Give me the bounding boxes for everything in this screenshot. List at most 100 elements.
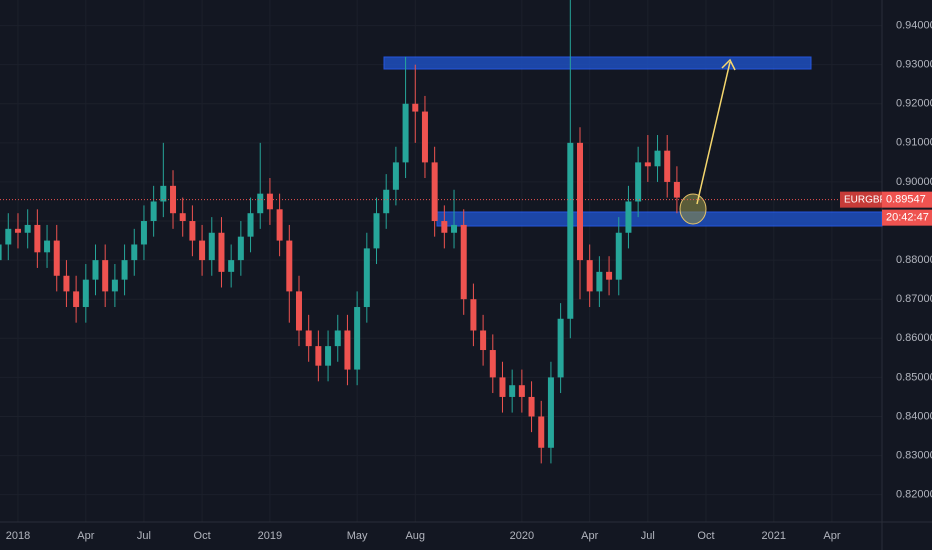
y-tick-label: 0.90000 <box>896 176 932 188</box>
candle-body <box>315 346 322 366</box>
x-tick-label: Jul <box>137 530 151 542</box>
x-tick-label: Oct <box>194 530 211 542</box>
candle-body <box>92 260 99 280</box>
candle-body <box>538 416 545 448</box>
candle-body <box>412 103 419 112</box>
candle-body <box>509 385 516 397</box>
candle-body <box>344 330 351 370</box>
candle-body <box>363 248 370 308</box>
candle-body <box>0 244 2 261</box>
x-tick-label: Oct <box>697 530 714 542</box>
candle-body <box>325 346 332 366</box>
y-tick-label: 0.85000 <box>896 371 932 383</box>
x-tick-label: Apr <box>77 530 94 542</box>
candle-body <box>373 213 380 249</box>
candle-body <box>354 307 361 370</box>
x-tick-label: Jul <box>641 530 655 542</box>
y-tick-label: 0.94000 <box>896 19 932 31</box>
candle-body <box>63 275 70 292</box>
candle-body <box>431 162 438 222</box>
candle-body <box>276 209 283 241</box>
last-price-label: 0.89547 <box>886 194 926 206</box>
candle-body <box>586 260 593 292</box>
x-tick-label: 2021 <box>762 530 786 542</box>
candle-body <box>441 221 448 233</box>
x-tick-label: 2020 <box>510 530 534 542</box>
candle-body <box>150 201 157 222</box>
y-tick-label: 0.88000 <box>896 254 932 266</box>
y-tick-label: 0.84000 <box>896 410 932 422</box>
candle-body <box>5 228 12 245</box>
candle-body <box>131 244 138 261</box>
candle-body <box>14 228 21 233</box>
candle-body <box>567 142 574 319</box>
candle-body <box>635 162 642 202</box>
candle-body <box>237 236 244 261</box>
candle-body <box>199 240 206 261</box>
candle-body <box>334 330 341 347</box>
candle-body <box>460 224 467 300</box>
candle-body <box>140 221 147 245</box>
candle-body <box>73 291 80 308</box>
candle-body <box>53 240 60 276</box>
candle-body <box>305 330 312 347</box>
candle-body <box>208 232 215 261</box>
candle-body <box>266 193 273 210</box>
x-tick-label: Aug <box>405 530 425 542</box>
y-tick-label: 0.82000 <box>896 489 932 501</box>
candle-body <box>547 377 554 448</box>
countdown-tag <box>882 209 932 226</box>
candles <box>0 0 680 464</box>
candle-body <box>34 224 41 253</box>
symbol-tag <box>840 191 882 208</box>
candle-body <box>596 271 603 292</box>
candle-body <box>644 162 651 167</box>
candle-body <box>228 260 235 272</box>
candle-body <box>247 213 254 237</box>
candle-body <box>489 350 496 378</box>
projection-arrow <box>696 61 731 205</box>
candle-body <box>402 103 409 163</box>
y-tick-label: 0.91000 <box>896 137 932 149</box>
candle-body <box>625 201 632 233</box>
candle-body <box>295 291 302 331</box>
candle-body <box>179 213 186 222</box>
candle-body <box>499 377 506 397</box>
countdown-label: 20:42:47 <box>886 212 929 224</box>
y-tick-label: 0.86000 <box>896 332 932 344</box>
candle-body <box>286 240 293 292</box>
y-tick-label: 0.93000 <box>896 59 932 71</box>
candle-body <box>170 185 177 214</box>
x-tick-label: May <box>347 530 368 542</box>
candle-body <box>480 330 487 351</box>
x-tick-label: Apr <box>581 530 598 542</box>
arrow-head <box>721 58 736 71</box>
candle-body <box>528 396 535 417</box>
x-tick-label: 2018 <box>6 530 30 542</box>
candle-body <box>82 279 89 308</box>
candle-body <box>102 260 109 292</box>
candle-body <box>615 232 622 280</box>
candle-body <box>451 224 458 233</box>
resistance-zone <box>383 56 812 70</box>
y-tick-label: 0.87000 <box>896 293 932 305</box>
candle-body <box>518 385 525 397</box>
candle-body <box>383 189 390 214</box>
candle-body <box>44 240 51 253</box>
candle-body <box>121 260 128 280</box>
candle-body <box>606 271 613 280</box>
y-tick-label: 0.92000 <box>896 98 932 110</box>
candle-body <box>111 279 118 292</box>
highlight-ellipse <box>679 193 707 225</box>
candle-body <box>673 181 680 198</box>
y-tick-label: 0.83000 <box>896 449 932 461</box>
candle-body <box>24 224 31 233</box>
candle-body <box>470 299 477 331</box>
x-tick-label: 2019 <box>258 530 282 542</box>
candle-body <box>577 142 583 261</box>
candle-body <box>392 162 399 190</box>
candle-body <box>654 150 661 167</box>
candle-body <box>257 193 264 214</box>
